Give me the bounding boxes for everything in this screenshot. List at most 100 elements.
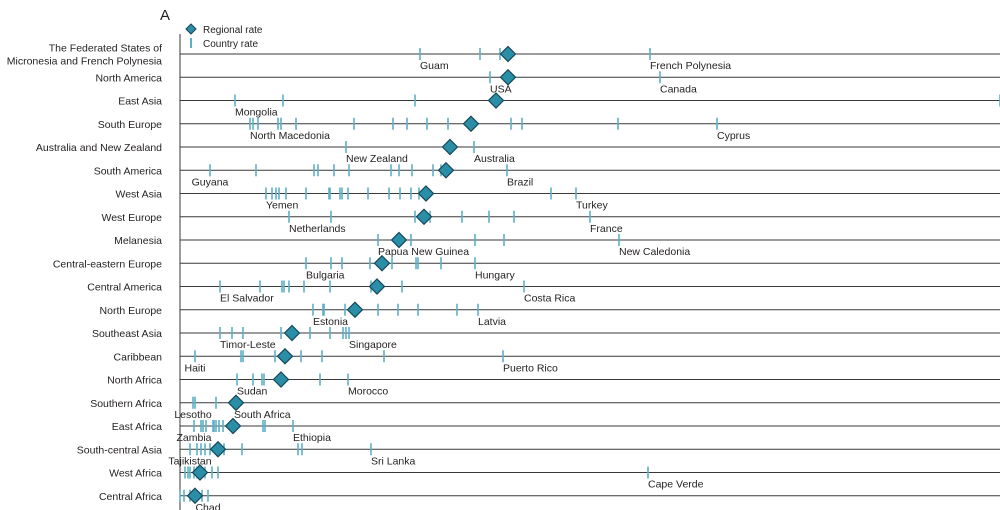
- region-row: East Africa Zambia Ethiopia: [112, 417, 1000, 444]
- regional-rate-diamond: [283, 324, 301, 342]
- region-label: Central-eastern Europe: [53, 258, 162, 270]
- country-label: Cape Verde: [648, 479, 704, 491]
- country-label: Puerto Rico: [503, 362, 558, 374]
- country-label: Australia: [474, 153, 515, 165]
- country-label: Turkey: [576, 200, 608, 212]
- legend-entry-label: Country rate: [203, 39, 258, 50]
- country-label: Hungary: [475, 269, 515, 281]
- country-label: Lesotho: [174, 409, 212, 421]
- country-label: Sudan: [237, 386, 268, 398]
- regional-rate-diamond: [390, 231, 408, 249]
- regional-rate-diamond: [224, 417, 242, 435]
- regional-rate-diamond: [373, 254, 391, 272]
- country-label: Sri Lanka: [371, 455, 416, 467]
- region-label: Southern Africa: [90, 398, 162, 410]
- legend: Regional rate Country rate: [185, 23, 263, 50]
- regional-rate-diamond: [346, 301, 364, 319]
- region-row: Southeast Asia Timor-Leste Singapore: [92, 324, 1000, 351]
- region-row: Central America El Salvador Costa Rica: [87, 278, 1000, 305]
- regional-rate-diamond: [227, 394, 245, 412]
- region-label: South Europe: [98, 119, 162, 131]
- regional-rate-diamond: [417, 185, 435, 202]
- regional-rate-diamond: [276, 347, 294, 365]
- country-label: Netherlands: [289, 223, 346, 235]
- region-label: South-central Asia: [77, 444, 162, 456]
- regional-rate-diamond: [499, 45, 517, 63]
- region-row: West Europe Netherlands France: [101, 208, 1000, 235]
- region-row: West Africa Cape Verde: [109, 464, 1000, 491]
- region-label: North Europe: [100, 305, 163, 317]
- regional-rate-diamond: [437, 161, 455, 179]
- region-label: Australia and New Zealand: [36, 142, 162, 154]
- region-row: South Europe North Macedonia Cyprus: [98, 115, 1000, 142]
- country-label: French Polynesia: [650, 60, 731, 72]
- country-label: North Macedonia: [250, 130, 330, 142]
- country-label: Costa Rica: [524, 293, 576, 305]
- region-row: Caribbean Haiti Puerto Rico: [114, 347, 1000, 374]
- regional-rate-diamond: [441, 138, 459, 156]
- region-row: North Africa Sudan Morocco: [107, 371, 1000, 398]
- country-label: Morocco: [348, 386, 388, 398]
- region-label: Central America: [87, 282, 162, 294]
- country-label: Canada: [660, 83, 697, 95]
- country-label: Estonia: [313, 316, 348, 328]
- region-label: Micronesia and French Polynesia: [7, 56, 162, 68]
- regional-rate-diamond: [186, 487, 204, 505]
- region-row: Southern Africa Lesotho South Africa: [90, 394, 1000, 421]
- country-label: Cyprus: [717, 130, 750, 142]
- regional-rate-diamond: [415, 208, 433, 226]
- country-label: Guam: [420, 60, 449, 72]
- country-label: Bulgaria: [306, 269, 345, 281]
- country-label: Mongolia: [235, 107, 278, 119]
- country-label: South Africa: [234, 409, 291, 421]
- region-row: Central-eastern Europe Bulgaria Hungary: [53, 254, 1000, 281]
- region-row: West Asia Yemen Turkey: [116, 185, 1000, 212]
- region-row: Central Africa Chad: [99, 487, 1000, 510]
- regional-rate-diamond: [487, 92, 505, 109]
- country-label: Tajikistan: [168, 455, 211, 467]
- region-row: South-central Asia Tajikistan Sri Lanka: [77, 440, 1000, 467]
- region-label: Caribbean: [114, 351, 163, 363]
- country-label: Zambia: [176, 432, 211, 444]
- region-label: East Asia: [118, 96, 162, 108]
- country-label: France: [590, 223, 623, 235]
- region-label: West Europe: [101, 212, 162, 224]
- region-label: North Africa: [107, 375, 162, 387]
- region-row: South America Guyana Brazil: [94, 161, 1000, 188]
- region-row: North Europe Estonia Latvia: [100, 301, 1000, 328]
- country-label: Yemen: [266, 200, 298, 212]
- region-label: Southeast Asia: [92, 328, 162, 340]
- regional-rate-diamond: [191, 464, 209, 481]
- region-row: Australia and New Zealand New Zealand Aust…: [36, 138, 1000, 165]
- country-label: Singapore: [349, 339, 397, 351]
- region-label: West Africa: [109, 468, 162, 480]
- regional-rate-diamond: [368, 278, 386, 295]
- legend-diamond-icon: [185, 23, 197, 35]
- country-label: Latvia: [478, 316, 506, 328]
- country-label: New Zealand: [346, 153, 408, 165]
- region-label: North America: [95, 72, 162, 84]
- country-label: Timor-Leste: [220, 339, 276, 351]
- panel-label: A: [160, 7, 170, 24]
- country-label: Chad: [195, 502, 220, 510]
- country-label: USA: [490, 83, 512, 95]
- region-label: East Africa: [112, 421, 162, 433]
- region-label: The Federated States of: [49, 43, 162, 55]
- region-row: Melanesia Papua New Guinea New Caledonia: [114, 231, 1000, 258]
- regional-rate-diamond: [499, 68, 517, 86]
- country-label: Ethiopia: [293, 432, 331, 444]
- region-label: Melanesia: [114, 235, 162, 247]
- region-label: Central Africa: [99, 491, 162, 503]
- country-label: El Salvador: [220, 293, 274, 305]
- country-label: Guyana: [192, 176, 229, 188]
- country-label: Haiti: [184, 362, 205, 374]
- regional-rate-diamond: [209, 440, 227, 458]
- region-row: North America USA Canada: [95, 68, 1000, 95]
- country-label: New Caledonia: [619, 246, 690, 258]
- country-label: Papua New Guinea: [378, 246, 469, 258]
- country-label: Brazil: [507, 176, 533, 188]
